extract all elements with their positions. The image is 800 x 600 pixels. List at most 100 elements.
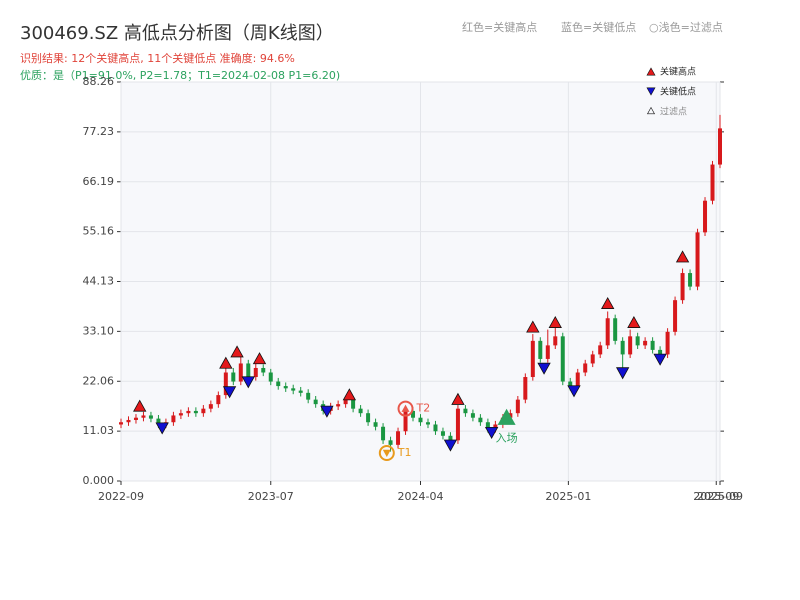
candle-body <box>515 399 520 414</box>
candle-body <box>141 415 146 418</box>
candle-body <box>298 390 303 393</box>
chart-title: 300469.SZ 高低点分析图（周K线图） <box>20 23 334 44</box>
candle-body <box>351 399 356 409</box>
candle-body <box>171 415 176 423</box>
candle-body <box>403 410 408 432</box>
key-high-marker <box>342 388 357 401</box>
candle-body <box>530 340 535 378</box>
key-low-marker <box>443 439 458 452</box>
key-low-marker <box>653 353 667 366</box>
candle-body <box>425 422 430 425</box>
candle-body <box>246 363 251 378</box>
candle-body <box>650 340 655 350</box>
header-legend: 红色=关键高点 <box>462 20 537 34</box>
y-tick-label: 66.19 <box>83 175 115 188</box>
x-tick-label: 2022-09 <box>98 490 144 503</box>
y-tick-label: 88.26 <box>83 75 115 88</box>
key-high-marker <box>133 399 147 412</box>
candle-body <box>658 349 663 355</box>
candle-body <box>276 381 281 387</box>
legend-marker <box>646 67 656 76</box>
legend-marker <box>646 106 656 115</box>
candle-body <box>553 336 558 346</box>
candle-body <box>718 128 722 165</box>
y-tick-label: 77.23 <box>83 125 115 138</box>
x-tick-label: 2024-04 <box>398 490 444 503</box>
y-tick-label: 0.000 <box>83 474 115 487</box>
annotation-marker <box>397 400 414 417</box>
candle-body <box>613 318 618 341</box>
candle-body <box>703 200 708 233</box>
key-high-marker <box>219 356 233 369</box>
candle-body <box>538 340 543 359</box>
header-legend: 蓝色=关键低点 <box>561 20 636 34</box>
candle-body <box>695 232 700 287</box>
candle-body <box>396 431 401 445</box>
candle-body <box>208 404 213 409</box>
candle-body <box>268 372 273 382</box>
key-high-marker <box>601 296 615 309</box>
candle-body <box>463 408 468 414</box>
candle-body <box>133 417 138 420</box>
candle-body <box>470 413 475 418</box>
key-low-marker <box>615 367 630 380</box>
key-high-marker <box>548 315 562 328</box>
key-high-marker <box>451 392 465 405</box>
legend-label: 关键高点 <box>660 66 696 78</box>
y-tick-label: 55.16 <box>83 225 115 238</box>
candle-body <box>418 417 423 423</box>
legend-label: 过滤点 <box>660 106 687 118</box>
candle-body <box>343 399 348 405</box>
key-high-marker <box>675 250 690 263</box>
candle-body <box>381 426 386 441</box>
annotation-label: T1 <box>397 446 412 459</box>
candle-body <box>231 372 236 382</box>
candle-body <box>358 408 363 414</box>
candle-body <box>261 367 266 373</box>
candle-body <box>590 354 595 364</box>
y-tick-label: 11.03 <box>83 424 115 437</box>
candle-body <box>306 392 311 400</box>
candle-body <box>635 336 640 346</box>
candle-body <box>583 363 588 373</box>
candle-body <box>568 381 573 387</box>
candle-body <box>223 372 228 396</box>
key-high-marker <box>230 345 244 358</box>
candle-body <box>119 422 123 425</box>
annotation-label: T2 <box>416 402 431 415</box>
candle-body <box>560 336 565 382</box>
candle-body <box>643 340 648 346</box>
candle-body <box>291 388 296 391</box>
annotation-marker <box>382 449 391 457</box>
candle-body <box>448 435 453 441</box>
legend-label: 关键低点 <box>660 86 696 98</box>
candle-body <box>283 386 288 389</box>
candle-body <box>598 345 603 355</box>
key-low-marker <box>567 385 581 398</box>
candle-body <box>126 419 131 423</box>
key-low-marker <box>241 376 255 389</box>
legend-marker <box>646 87 656 96</box>
candle-body <box>366 413 371 423</box>
y-tick-label: 44.13 <box>83 275 115 288</box>
candle-body <box>523 377 528 400</box>
candle-body <box>620 340 625 355</box>
key-low-marker <box>155 422 169 435</box>
candle-body <box>201 408 206 414</box>
candle-body <box>628 336 633 355</box>
x-tick-label: 2025-09 <box>697 490 743 503</box>
key-low-marker <box>320 405 334 418</box>
key-low-marker <box>537 362 551 375</box>
candle-body <box>575 372 580 387</box>
candle-body <box>440 431 445 436</box>
candle-body <box>313 399 318 405</box>
key-high-marker <box>252 352 267 365</box>
candle-body <box>455 408 460 441</box>
note: 优质：是（P1=91.0%, P2=1.78；T1=2024-02-08 P1=… <box>20 69 340 82</box>
candle-body <box>493 424 498 430</box>
key-low-marker <box>222 386 237 399</box>
candle-body <box>148 415 153 419</box>
candle-body <box>710 164 715 201</box>
candle-body <box>156 418 161 425</box>
